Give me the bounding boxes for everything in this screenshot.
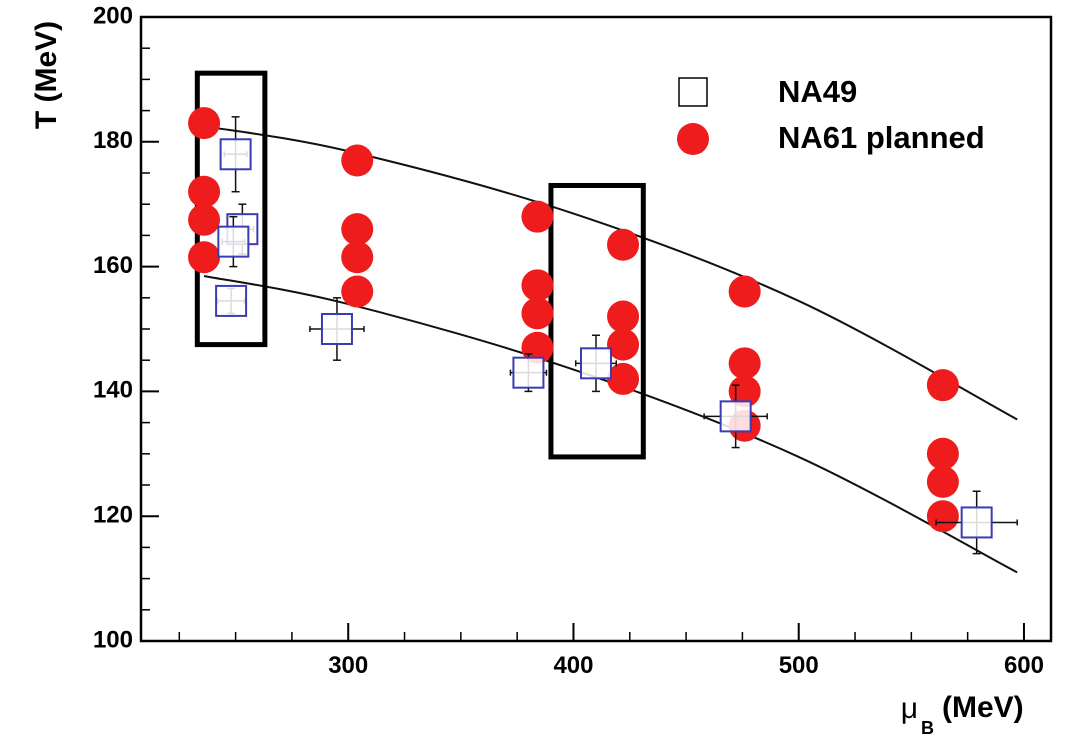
na61-point: [728, 347, 761, 380]
na61-point: [728, 375, 761, 408]
na49-marker: [215, 284, 248, 317]
x-tick-label: 600: [1004, 652, 1044, 679]
na49-point: [309, 297, 365, 361]
x-axis-title-unit: (MeV): [942, 691, 1024, 724]
x-tick-label: 300: [328, 652, 368, 679]
x-tick-label: 400: [553, 652, 593, 679]
na61-point: [341, 144, 374, 177]
na61-point: [607, 300, 640, 333]
na61-point: [521, 269, 554, 302]
x-axis-title-subscript: B: [921, 718, 934, 738]
legend-marker-na61: [677, 123, 709, 155]
na61-point: [607, 228, 640, 261]
y-tick-label: 120: [93, 502, 133, 529]
na49-marker: [320, 313, 353, 345]
na49-marker: [219, 138, 252, 171]
na49-point: [509, 353, 548, 393]
na49-point: [574, 334, 618, 393]
na61-point: [341, 275, 374, 308]
na61-point: [926, 500, 959, 533]
na49-point: [215, 284, 248, 317]
na49-marker: [512, 356, 545, 389]
legend-label-na49: NA49: [778, 74, 857, 109]
na49-marker: [719, 400, 752, 433]
y-tick-label: 160: [93, 252, 133, 279]
x-axis-ticks: 300 400 500 600: [178, 623, 1044, 679]
na61-point: [521, 331, 554, 364]
legend: NA49 NA61 planned: [677, 74, 985, 155]
na49-point: [219, 116, 252, 193]
na61-point: [926, 369, 959, 402]
legend-marker-na49: [678, 77, 708, 107]
y-tick-label: 180: [93, 127, 133, 154]
na61-point: [607, 328, 640, 361]
na61-point: [188, 203, 221, 236]
na61-point: [188, 175, 221, 208]
na49-marker: [580, 347, 612, 380]
y-tick-label: 140: [93, 377, 133, 404]
na61-point: [521, 200, 554, 233]
na61-point: [728, 275, 761, 308]
upper-curve: [203, 125, 1018, 421]
legend-label-na61: NA61 planned: [778, 120, 985, 155]
y-tick-label: 200: [93, 2, 133, 29]
x-tick-label: 500: [779, 652, 819, 679]
na61-point: [188, 241, 221, 274]
na61-point: [607, 362, 640, 395]
y-axis-title: T (MeV): [30, 21, 63, 129]
y-tick-label: 100: [93, 626, 133, 653]
na49-point: [217, 215, 250, 268]
na61-point: [926, 437, 959, 470]
x-axis-title-symbol: μ: [901, 692, 918, 725]
na61-point: [926, 465, 959, 498]
na49-point: [935, 490, 1018, 555]
na49-marker: [960, 506, 993, 539]
na61-point: [341, 213, 374, 246]
na61-point: [341, 241, 374, 274]
na61-point: [188, 107, 221, 140]
na61-series: [188, 107, 959, 533]
y-axis-ticks: 100 120 140 160 180 200: [93, 2, 159, 653]
na49-marker: [217, 225, 250, 258]
na49-point: [703, 384, 768, 449]
x-axis-title: μ B (MeV): [901, 691, 1024, 738]
na61-point: [521, 297, 554, 330]
plot-area: [139, 15, 1053, 643]
na49-series: [215, 116, 1018, 555]
